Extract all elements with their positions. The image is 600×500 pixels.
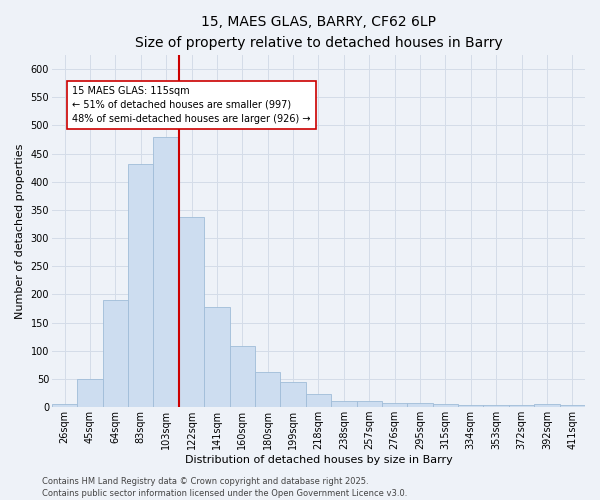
Bar [534,404,560,407]
Text: 15 MAES GLAS: 115sqm
← 51% of detached houses are smaller (997)
48% of semi-deta: 15 MAES GLAS: 115sqm ← 51% of detached h… [72,86,311,124]
Bar [458,405,484,407]
X-axis label: Distribution of detached houses by size in Barry: Distribution of detached houses by size … [185,455,452,465]
Bar [179,216,204,407]
Bar [484,406,509,407]
Bar [306,394,331,407]
Bar [509,406,534,407]
Bar [128,164,154,407]
Bar [204,307,230,407]
Bar [154,136,179,407]
Bar [331,401,356,407]
Text: Contains HM Land Registry data © Crown copyright and database right 2025.
Contai: Contains HM Land Registry data © Crown c… [42,476,407,498]
Bar [560,406,585,407]
Bar [433,404,458,407]
Bar [255,372,280,407]
Bar [52,404,77,407]
Bar [230,346,255,407]
Bar [77,379,103,407]
Bar [103,300,128,407]
Bar [356,401,382,407]
Y-axis label: Number of detached properties: Number of detached properties [15,144,25,318]
Bar [382,402,407,407]
Bar [407,403,433,407]
Title: 15, MAES GLAS, BARRY, CF62 6LP
Size of property relative to detached houses in B: 15, MAES GLAS, BARRY, CF62 6LP Size of p… [134,15,502,50]
Bar [280,382,306,407]
